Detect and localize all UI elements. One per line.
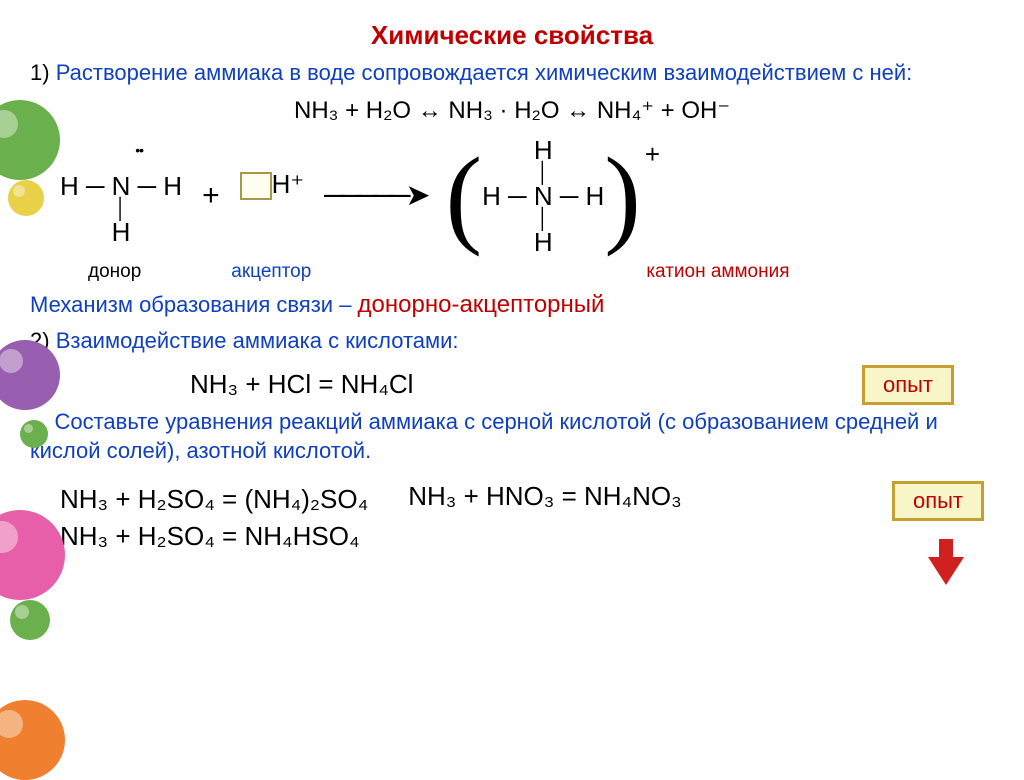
donor-structure: •• H ─ N ─ H │ H: [60, 147, 182, 245]
decorative-circle: [0, 700, 65, 780]
task-text: Составьте уравнения реакций аммиака с се…: [30, 408, 994, 465]
equation-5: NH₃ + HNO₃ = NH₄NO₃: [408, 481, 892, 512]
equations-left: NH₃ + H₂SO₄ = (NH₄)₂SO₄ NH₃ + H₂SO₄ = NH…: [60, 481, 368, 554]
structure-diagram: •• H ─ N ─ H │ H + H⁺ ─────➤ ( H │ H ─ N…: [60, 137, 994, 255]
acceptor-label: акцептор: [231, 261, 311, 283]
paragraph-2: 2) Взаимодействие аммиака с кислотами:: [30, 327, 994, 356]
structure-labels: донор акцептор катион аммония: [60, 261, 994, 283]
product-structure: ( H │ H ─ N ─ H │ H ) +: [446, 137, 661, 255]
mech-a: Механизм образования связи –: [30, 292, 358, 317]
empty-orbital-box: [240, 172, 272, 200]
p1-num: 1): [30, 60, 50, 85]
paragraph-1: 1) Растворение аммиака в воде сопровожда…: [30, 59, 994, 88]
decorative-circle: [20, 420, 48, 448]
experiment-button-2[interactable]: опыт: [892, 481, 984, 521]
reaction-arrow: ─────➤: [324, 178, 425, 213]
equation-3: NH₃ + H₂SO₄ = (NH₄)₂SO₄: [60, 481, 368, 517]
equation-2: NH₃ + HCl = NH₄Cl: [190, 369, 413, 400]
plus-1: +: [202, 179, 220, 213]
mechanism-line: Механизм образования связи – донорно-акц…: [30, 291, 994, 319]
mech-b: донорно-акцепторный: [358, 291, 605, 318]
decorative-circle: [10, 600, 50, 640]
equation-4: NH₃ + H₂SO₄ = NH₄HSO₄: [60, 518, 368, 554]
p1-text: Растворение аммиака в воде сопровождаетс…: [56, 60, 913, 85]
acceptor-structure: H⁺: [240, 171, 305, 200]
h-plus: H⁺: [272, 169, 305, 199]
cation-label: катион аммония: [646, 261, 789, 283]
experiment-button-1[interactable]: опыт: [862, 365, 954, 405]
down-arrow-icon: [928, 539, 984, 585]
donor-label: донор: [88, 261, 141, 283]
p2-text: Взаимодействие аммиака с кислотами:: [56, 328, 459, 353]
equation-1: NH₃ + H₂O ↔ NH₃ · H₂O ↔ NH₄⁺ + OH⁻: [30, 96, 994, 125]
page-title: Химические свойства: [30, 20, 994, 51]
decorative-circle: [8, 180, 44, 216]
